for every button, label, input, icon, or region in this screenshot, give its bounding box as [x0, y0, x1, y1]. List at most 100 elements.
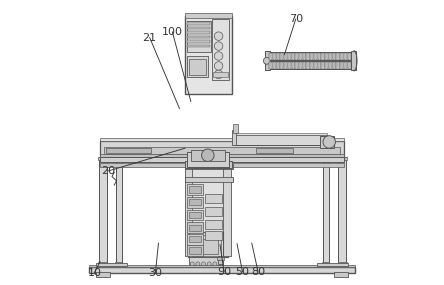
Bar [89, 267, 355, 273]
Bar [303, 62, 306, 69]
Bar [218, 256, 224, 260]
Circle shape [214, 42, 223, 50]
Bar [317, 62, 321, 69]
Circle shape [323, 136, 336, 148]
Bar [300, 54, 301, 58]
Circle shape [202, 149, 214, 162]
Bar [322, 262, 329, 265]
Bar [344, 62, 347, 69]
Bar [115, 262, 123, 265]
Bar [89, 265, 355, 267]
Bar [205, 207, 222, 216]
Bar [187, 184, 203, 195]
Bar [277, 62, 280, 69]
Bar [325, 53, 328, 60]
Bar [274, 63, 275, 67]
Bar [234, 133, 327, 135]
Bar [187, 27, 210, 29]
Bar [338, 157, 347, 160]
Bar [187, 22, 210, 25]
Bar [311, 54, 313, 58]
Bar [300, 63, 301, 67]
Circle shape [214, 62, 223, 70]
Bar [187, 31, 210, 34]
Bar [314, 62, 317, 69]
Bar [341, 63, 343, 67]
Bar [318, 54, 320, 58]
Bar [329, 62, 332, 69]
Bar [292, 62, 295, 69]
Bar [100, 154, 344, 157]
Bar [321, 53, 325, 60]
Bar [187, 234, 203, 245]
Bar [288, 53, 291, 60]
Bar [334, 272, 348, 277]
Bar [285, 63, 287, 67]
Bar [269, 53, 272, 60]
Bar [329, 63, 332, 67]
Bar [296, 54, 298, 58]
Bar [277, 54, 279, 58]
Bar [323, 157, 329, 265]
Bar [192, 235, 221, 256]
Bar [205, 220, 222, 229]
Bar [187, 197, 203, 208]
Bar [191, 150, 225, 161]
Bar [299, 53, 302, 60]
Bar [314, 53, 317, 60]
Bar [115, 157, 122, 265]
Circle shape [214, 52, 223, 60]
Bar [310, 62, 313, 69]
Bar [100, 157, 344, 162]
Bar [213, 72, 228, 77]
Bar [274, 54, 275, 58]
Bar [190, 225, 201, 231]
Bar [303, 63, 305, 67]
Bar [292, 53, 295, 60]
Text: 30: 30 [148, 268, 163, 278]
Bar [190, 186, 201, 193]
Bar [187, 245, 203, 256]
Bar [100, 141, 344, 157]
Bar [295, 62, 298, 69]
Bar [318, 63, 320, 67]
Bar [277, 63, 279, 67]
Circle shape [214, 32, 223, 40]
Bar [333, 63, 335, 67]
Bar [321, 62, 325, 69]
Bar [296, 63, 298, 67]
Circle shape [214, 70, 223, 79]
Bar [186, 152, 229, 167]
Bar [190, 232, 223, 257]
Bar [269, 61, 351, 69]
Bar [333, 54, 335, 58]
Text: 20: 20 [102, 166, 115, 176]
Bar [270, 63, 272, 67]
Bar [190, 212, 201, 218]
Bar [100, 138, 344, 141]
Text: 21: 21 [143, 32, 157, 42]
Bar [280, 53, 283, 60]
Bar [187, 45, 210, 48]
Bar [348, 62, 351, 69]
Bar [189, 59, 206, 75]
Bar [284, 62, 287, 69]
Bar [341, 54, 343, 58]
Bar [223, 168, 230, 256]
Bar [277, 53, 280, 60]
Bar [320, 136, 334, 148]
Circle shape [190, 262, 194, 266]
Bar [188, 167, 228, 257]
Bar [281, 63, 283, 67]
Bar [273, 62, 276, 69]
Bar [104, 147, 340, 154]
Bar [326, 63, 328, 67]
Bar [337, 63, 339, 67]
Bar [185, 161, 232, 168]
Bar [98, 157, 107, 160]
Text: 100: 100 [162, 27, 183, 37]
Bar [187, 223, 203, 233]
Bar [338, 262, 347, 265]
Bar [303, 54, 305, 58]
Bar [310, 53, 313, 60]
